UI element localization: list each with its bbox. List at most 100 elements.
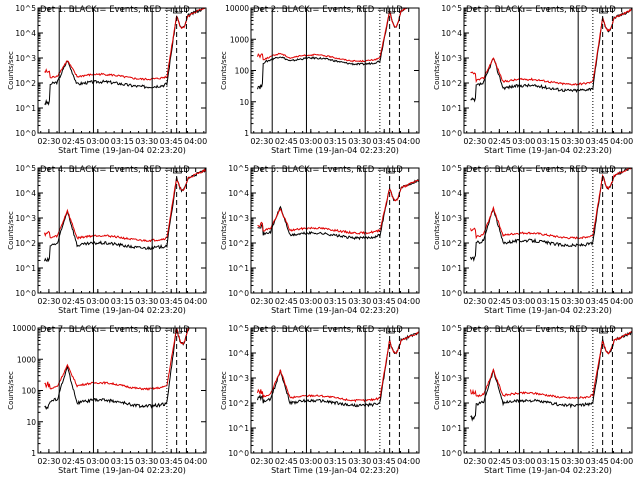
y-axis-label: Counts/sec bbox=[220, 51, 228, 90]
x-tick-label: 02:30 bbox=[37, 297, 60, 306]
y-tick-label: 10^0 bbox=[441, 289, 462, 298]
y-tick-label: 10^2 bbox=[228, 399, 249, 408]
x-tick-label: 03:15 bbox=[324, 137, 347, 146]
y-tick-label: 10^2 bbox=[441, 399, 462, 408]
x-tick-label: 03:45 bbox=[373, 137, 396, 146]
x-tick-label: 03:15 bbox=[111, 137, 134, 146]
y-axis-label: Counts/sec bbox=[433, 371, 441, 410]
x-tick-label: 03:30 bbox=[561, 457, 584, 466]
y-axis-label: Counts/sec bbox=[220, 211, 228, 250]
x-tick-label: 02:45 bbox=[275, 297, 298, 306]
x-axis-label: Start Time (19-Jan-04 02:23:20) bbox=[58, 306, 186, 315]
y-tick-label: 10^0 bbox=[228, 449, 249, 458]
series-line-lld bbox=[257, 179, 419, 235]
x-axis-label: Start Time (19-Jan-04 02:23:20) bbox=[484, 466, 612, 475]
x-tick-label: 03:15 bbox=[111, 297, 134, 306]
x-tick-label: 03:30 bbox=[561, 297, 584, 306]
x-tick-label: 03:00 bbox=[512, 137, 535, 146]
y-tick-label: 1000 bbox=[230, 35, 249, 44]
y-tick-label: 10^5 bbox=[15, 4, 36, 13]
x-tick-label: 04:00 bbox=[397, 137, 420, 146]
x-tick-label: 03:45 bbox=[160, 297, 183, 306]
x-tick-label: 04:00 bbox=[610, 137, 633, 146]
x-tick-label: 02:45 bbox=[62, 137, 85, 146]
x-tick-label: 03:45 bbox=[373, 297, 396, 306]
plot-frame bbox=[463, 327, 633, 454]
y-tick-label: 10^3 bbox=[228, 214, 249, 223]
x-tick-label: 03:00 bbox=[299, 137, 322, 146]
chart-panel-4: Det 4: BLACK = Events, RED = LLD 02:30 02:… bbox=[7, 164, 207, 315]
y-axis-label: Counts/sec bbox=[7, 51, 15, 90]
chart-title: Det 3: BLACK = Events, RED = LLD bbox=[466, 5, 616, 15]
y-axis-label: Counts/sec bbox=[433, 51, 441, 90]
x-tick-label: 03:15 bbox=[537, 137, 560, 146]
x-tick-label: 03:00 bbox=[512, 457, 535, 466]
series-line-lld bbox=[257, 8, 408, 63]
chart-title: Det 7: BLACK = Events, RED = LLD bbox=[40, 325, 190, 335]
y-tick-label: 10^4 bbox=[441, 349, 462, 358]
x-tick-label: 03:30 bbox=[348, 457, 371, 466]
x-tick-label: 02:30 bbox=[37, 137, 60, 146]
x-axis-label: Start Time (19-Jan-04 02:23:20) bbox=[484, 306, 612, 315]
x-tick-label: 04:00 bbox=[184, 457, 207, 466]
y-axis-label: Counts/sec bbox=[7, 211, 15, 250]
x-axis-label: Start Time (19-Jan-04 02:23:20) bbox=[271, 306, 399, 315]
chart-panel-7: Det 7: BLACK = Events, RED = LLD 02:30 02:… bbox=[7, 324, 207, 475]
x-tick-label: 03:45 bbox=[160, 137, 183, 146]
y-tick-label: 10 bbox=[26, 418, 36, 427]
y-axis-label: Counts/sec bbox=[433, 211, 441, 250]
x-tick-label: 02:45 bbox=[62, 457, 85, 466]
y-tick-label: 10^5 bbox=[228, 164, 249, 173]
series-line-lld bbox=[257, 331, 419, 403]
y-tick-label: 10^1 bbox=[441, 424, 462, 433]
x-axis-label: Start Time (19-Jan-04 02:23:20) bbox=[271, 146, 399, 155]
y-tick-label: 1 bbox=[31, 449, 36, 458]
chart-title: Det 5: BLACK = Events, RED = LLD bbox=[253, 165, 403, 175]
y-axis-label: Counts/sec bbox=[220, 371, 228, 410]
y-tick-label: 10^1 bbox=[15, 104, 36, 113]
y-tick-label: 10^2 bbox=[441, 79, 462, 88]
series-line-events bbox=[470, 8, 632, 103]
y-tick-label: 10^4 bbox=[15, 29, 36, 38]
x-tick-label: 02:45 bbox=[62, 297, 85, 306]
x-tick-label: 02:45 bbox=[488, 137, 511, 146]
y-tick-label: 10^1 bbox=[228, 264, 249, 273]
x-tick-label: 02:45 bbox=[488, 297, 511, 306]
x-tick-label: 04:00 bbox=[610, 457, 633, 466]
chart-title: Det 1: BLACK = Events, RED = LLD bbox=[40, 5, 190, 15]
x-tick-label: 03:15 bbox=[111, 457, 134, 466]
x-tick-label: 04:00 bbox=[397, 457, 420, 466]
x-tick-label: 03:30 bbox=[135, 297, 158, 306]
chart-title: Det 4: BLACK = Events, RED = LLD bbox=[40, 165, 190, 175]
series-line-events bbox=[257, 331, 419, 408]
y-tick-label: 10^0 bbox=[441, 129, 462, 138]
x-tick-label: 02:30 bbox=[37, 457, 60, 466]
x-tick-label: 03:30 bbox=[348, 137, 371, 146]
y-tick-label: 10^0 bbox=[228, 289, 249, 298]
y-tick-label: 10000 bbox=[12, 324, 36, 333]
y-tick-label: 10^5 bbox=[441, 324, 462, 333]
y-tick-label: 10^5 bbox=[15, 164, 36, 173]
y-tick-label: 100 bbox=[235, 67, 250, 76]
y-tick-label: 10^3 bbox=[441, 214, 462, 223]
series-line-lld bbox=[44, 168, 206, 243]
series-line-events bbox=[44, 328, 191, 411]
x-tick-label: 03:45 bbox=[586, 457, 609, 466]
y-tick-label: 10^1 bbox=[15, 264, 36, 273]
x-tick-label: 03:15 bbox=[537, 457, 560, 466]
x-tick-label: 03:30 bbox=[561, 137, 584, 146]
chart-panel-1: Det 1: BLACK = Events, RED = LLD 02:30 02:… bbox=[7, 4, 207, 155]
x-tick-label: 04:00 bbox=[397, 297, 420, 306]
chart-panel-6: Det 6: BLACK = Events, RED = LLD 02:30 02:… bbox=[433, 164, 633, 315]
x-tick-label: 02:45 bbox=[488, 457, 511, 466]
y-tick-label: 10^0 bbox=[15, 129, 36, 138]
y-tick-label: 10^4 bbox=[15, 189, 36, 198]
y-tick-label: 10^1 bbox=[441, 104, 462, 113]
plot-frame bbox=[250, 327, 420, 454]
x-tick-label: 03:15 bbox=[537, 297, 560, 306]
x-tick-label: 03:00 bbox=[86, 457, 109, 466]
y-tick-label: 10^4 bbox=[228, 189, 249, 198]
series-line-lld bbox=[44, 8, 206, 81]
x-tick-label: 02:45 bbox=[275, 457, 298, 466]
